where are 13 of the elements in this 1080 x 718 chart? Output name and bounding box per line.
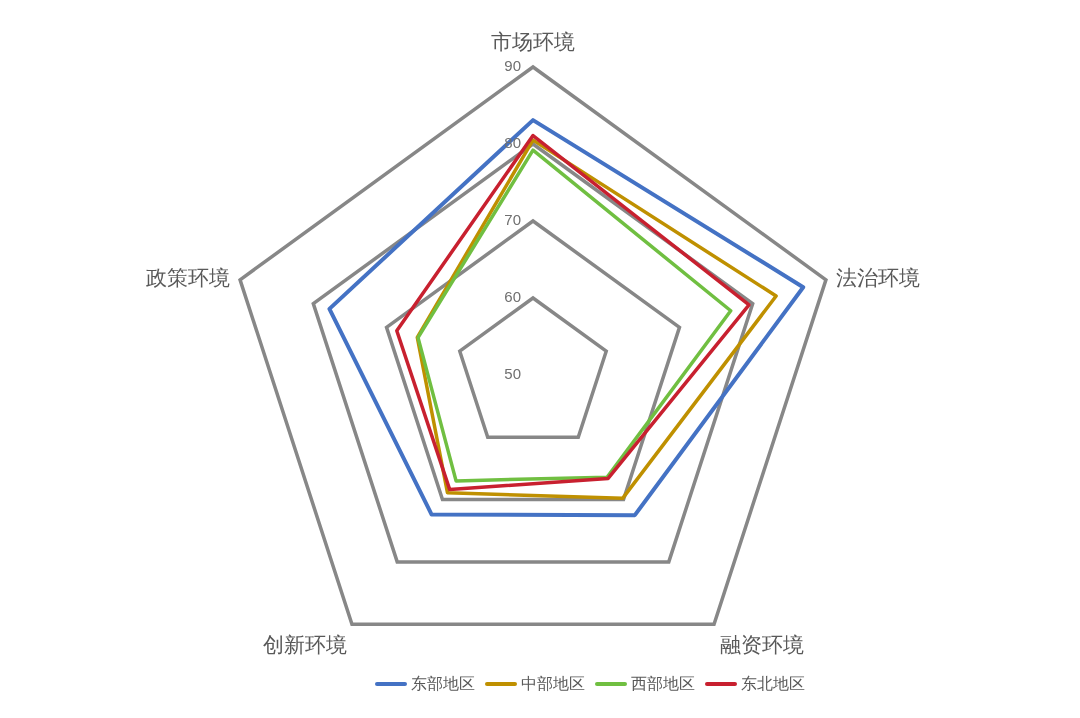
spoke-label: 融资环境	[720, 632, 805, 657]
y-tick-label: 70	[504, 210, 521, 228]
spoke-label: 政策环境	[146, 266, 231, 291]
legend-label: 东北地区	[741, 673, 805, 693]
legend-label: 东部地区	[411, 673, 475, 693]
legend-label: 中部地区	[521, 673, 585, 693]
spoke-label: 法治环境	[835, 266, 920, 291]
spoke-label: 市场环境	[491, 29, 575, 54]
spoke-label: 创新环境	[262, 632, 347, 657]
y-tick-label: 50	[504, 364, 521, 382]
legend-label: 西部地区	[631, 673, 695, 693]
y-tick-label: 60	[504, 287, 521, 305]
y-tick-label: 90	[504, 56, 521, 74]
